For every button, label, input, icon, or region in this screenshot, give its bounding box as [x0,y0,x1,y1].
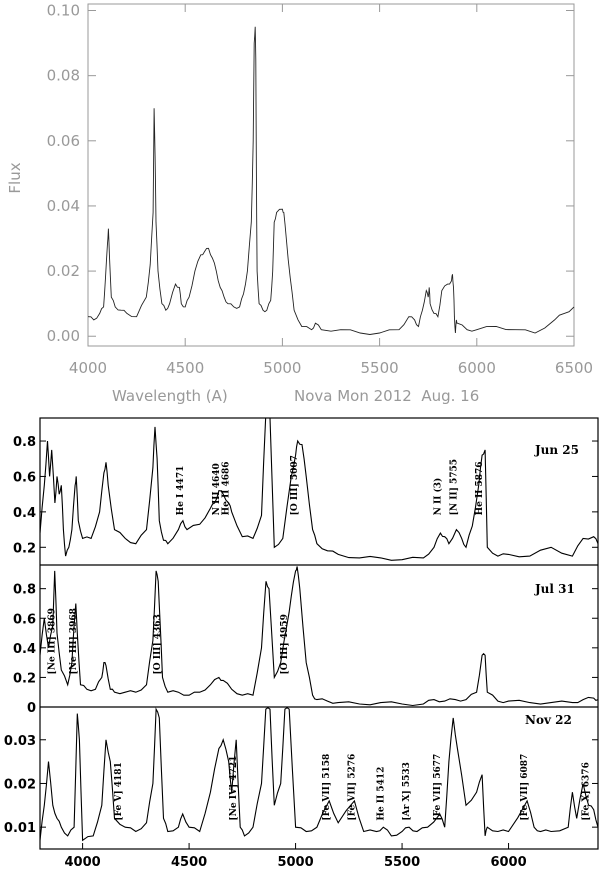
panel-nov22: 0.01 0.02 0.03 Nov 22 [Fe V] 4181 [Ne IV] 472… [4,707,598,842]
top-x-tick-label: 5000 [263,359,301,377]
spectral-line-label: N II (3) [432,478,443,516]
spectral-line-label: He II 5876 [475,461,485,515]
spectral-line-label: [Ne III] 3869 [48,608,58,674]
panel-y-tick-label: 0.01 [4,821,36,836]
top-plot-frame [87,3,575,347]
top-y-axis-label: Flux [6,162,24,193]
top-y-tick-label: 0.08 [47,67,80,85]
panel-y-tick-label: 0.6 [13,612,36,627]
panel-y-tick-label: 0.4 [13,642,36,657]
top-x-ticks: 4000 4500 5000 5500 6000 6500 [69,4,593,377]
panel-y-tick-label: 0.03 [4,734,36,749]
panel-spectrum-line [40,566,598,707]
bottom-plot-frame [39,417,599,850]
bottom-x-tick-label: 4000 [65,855,101,870]
spectral-line-label: [Fe VII] 5677 [433,754,443,821]
top-y-tick-label: 0.10 [47,2,80,20]
spectral-line-label: [O III] 4959 [280,614,290,674]
top-x-tick-label: 4000 [69,359,107,377]
panel-y-tick-label: 0.8 [13,435,36,450]
panel-y-tick-label: 0.2 [13,541,36,556]
top-y-tick-label: 0.04 [47,197,80,215]
spectral-line-label: He I 4471 [176,466,186,516]
top-title: Nova Mon 2012 Aug. 16 [294,387,479,405]
spectral-line-label: [Ne IV] 4721 [229,756,239,821]
bottom-x-tick-label: 5000 [277,855,313,870]
spectral-line-label: He II 4686 [222,461,232,515]
panel-spectrum-line [40,418,598,561]
top-spectrum-line [87,26,575,335]
panel-jul31: 0 0.2 0.4 0.6 0.8 Jul 31 [Ne III] 3869 [Ne III]… [13,566,598,716]
panel-spectrum-line [40,707,598,842]
panel-y-tick-label: 0.4 [13,506,36,521]
bottom-x-tick-label: 5500 [384,855,420,870]
bottom-x-ticks: 4000 4500 5000 5500 6000 [65,843,527,870]
spectral-line-label: [Fe X] 6376 [582,762,592,820]
panel-y-tick-label: 0.6 [13,470,36,485]
top-x-tick-label: 6000 [458,359,496,377]
panel-y-tick-label: 0.02 [4,777,36,792]
top-x-tick-label: 6500 [555,359,593,377]
bottom-x-tick-label: 6000 [490,855,526,870]
panel-y-tick-label: 0.8 [13,583,36,598]
top-y-tick-label: 0.00 [47,327,80,345]
top-panel: 0.00 0.02 0.04 0.06 0.08 0.10 4000 4500 5000 550… [6,2,593,405]
spectral-line-label: N III 4640 [212,463,222,515]
top-y-tick-label: 0.06 [47,132,80,150]
spectral-line-label: [O III] 5007 [290,455,300,515]
spectral-line-label: [Ar X] 5533 [402,762,412,821]
spectral-line-label: [N II] 5755 [449,459,459,515]
spectral-line-label: [O III] 4363 [153,614,163,674]
panel-date-label: Nov 22 [525,713,572,727]
spectral-line-label: [Fe VII] 5276 [347,754,357,821]
top-x-tick-label: 5500 [361,359,399,377]
top-y-tick-label: 0.02 [47,262,80,280]
top-y-ticks: 0.00 0.02 0.04 0.06 0.08 0.10 [47,2,574,345]
spectral-line-label: [Ne III] 3968 [69,608,79,674]
spectral-line-label: [Fe V] 4181 [114,762,124,820]
top-x-tick-label: 4500 [166,359,204,377]
panel-y-tick-label: 0 [27,701,36,716]
panel-date-label: Jun 25 [534,443,579,457]
bottom-x-tick-label: 4500 [171,855,207,870]
panel-date-label: Jul 31 [534,582,575,596]
spectral-line-label: He II 5412 [376,767,386,821]
spectral-line-label: [Fe VII] 5158 [322,754,332,821]
spectral-line-label: [Fe VII] 6087 [520,754,530,821]
panel-y-tick-label: 0.2 [13,671,36,686]
top-x-axis-label: Wavelength (A) [112,387,228,405]
